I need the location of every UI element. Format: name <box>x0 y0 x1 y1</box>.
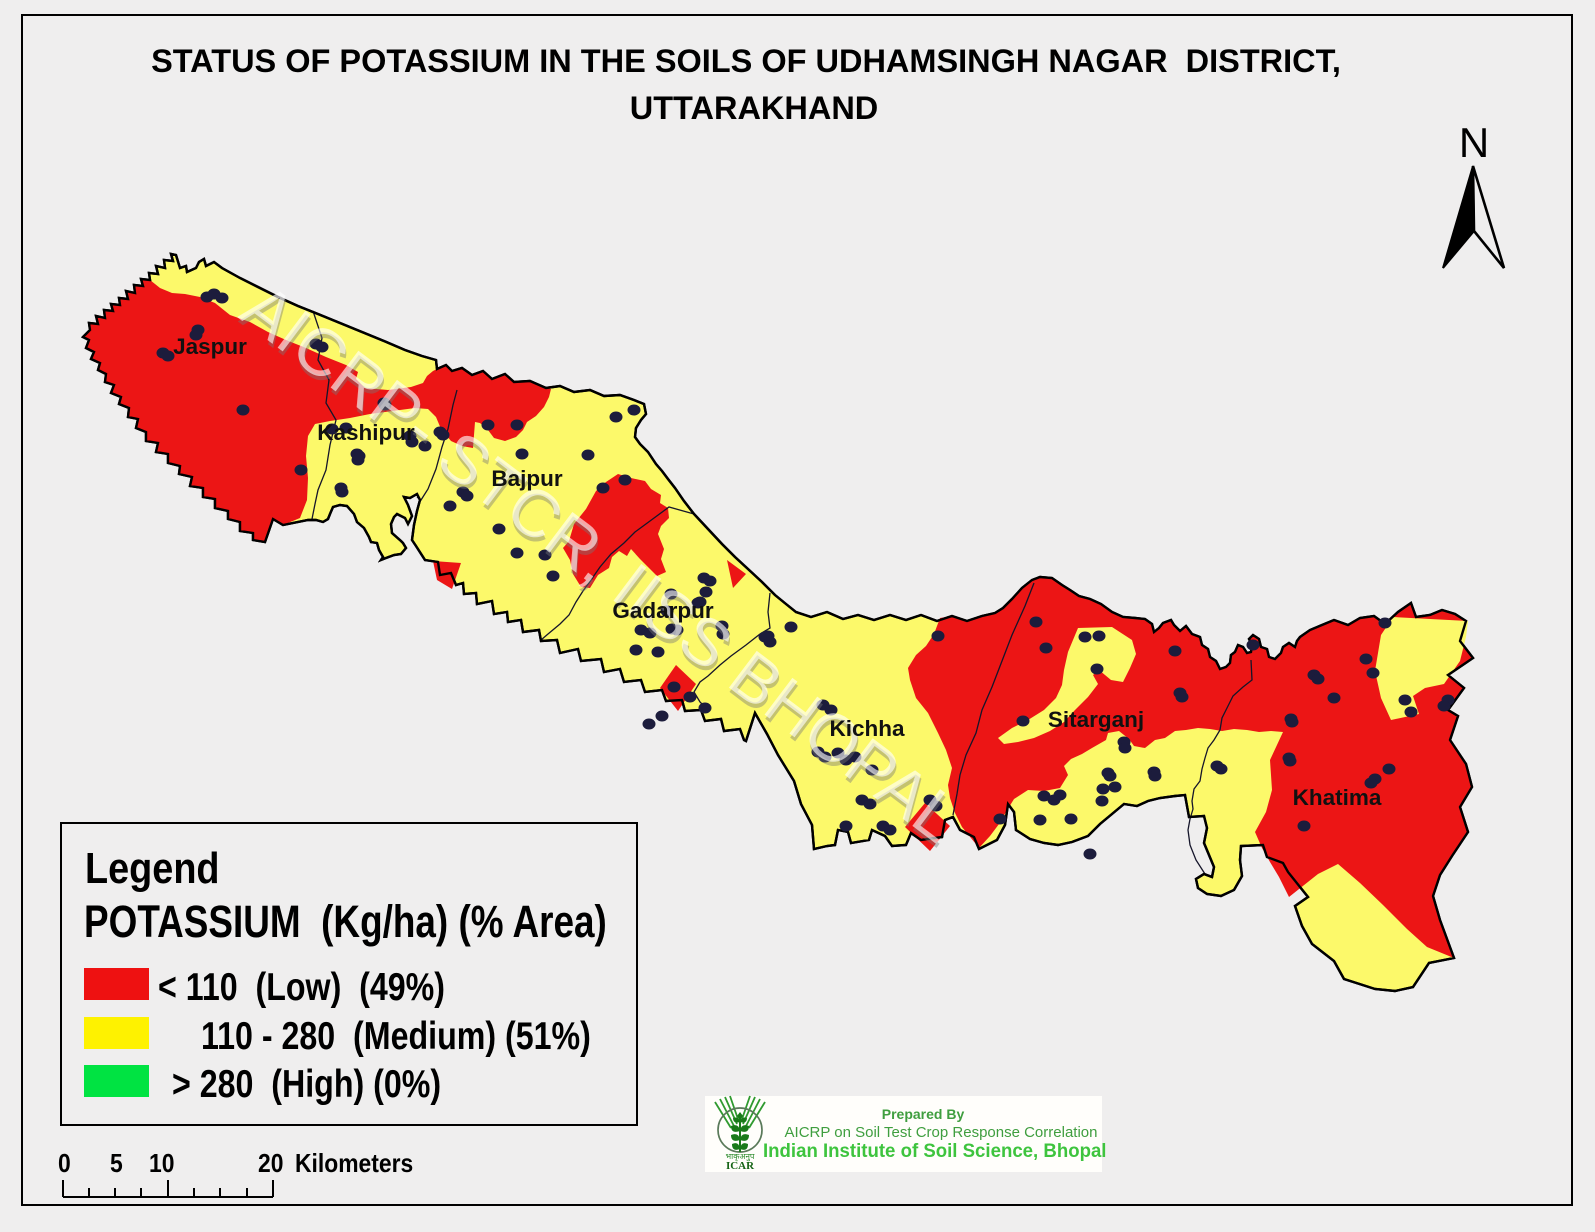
svg-text:Khatima: Khatima <box>1293 785 1382 810</box>
svg-text:भाकृअनुप: भाकृअनुप <box>726 1152 755 1162</box>
svg-text:Sitarganj: Sitarganj <box>1048 707 1144 732</box>
svg-text:Bajpur: Bajpur <box>491 466 563 491</box>
svg-text:Jaspur: Jaspur <box>173 334 247 359</box>
svg-text:Kashipur: Kashipur <box>317 420 415 445</box>
svg-text:Gadarpur: Gadarpur <box>612 598 714 623</box>
svg-text:Kichha: Kichha <box>829 716 905 741</box>
svg-text:AICRP- STCR, IISS BHOPAL: AICRP- STCR, IISS BHOPAL <box>228 269 974 857</box>
svg-text:N: N <box>1459 119 1489 166</box>
svg-text:ICAR: ICAR <box>726 1160 755 1170</box>
